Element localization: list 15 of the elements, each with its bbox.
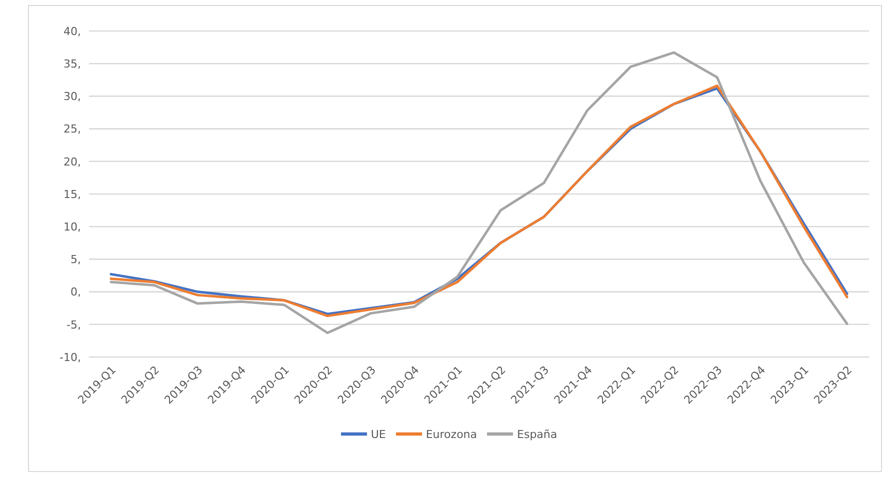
y-tick-label: 30, xyxy=(64,90,81,104)
y-tick-label: 0, xyxy=(70,286,81,299)
y-tick-label: 20, xyxy=(64,155,81,168)
y-tick-label: 15, xyxy=(64,188,81,201)
y-tick-label: -10, xyxy=(60,350,81,364)
y-tick-label: 40, xyxy=(64,24,81,38)
y-tick-label: -5, xyxy=(66,318,81,332)
y-tick-label: 10, xyxy=(64,220,81,234)
legend-label: Eurozona xyxy=(426,428,478,442)
line-series xyxy=(110,51,848,334)
y-tick-label: 35, xyxy=(64,58,81,71)
legend-label: UE xyxy=(370,428,386,442)
y-tick-label: 25, xyxy=(64,122,81,136)
y-tick-label: 5, xyxy=(70,253,81,266)
legend-label: España xyxy=(517,428,558,442)
